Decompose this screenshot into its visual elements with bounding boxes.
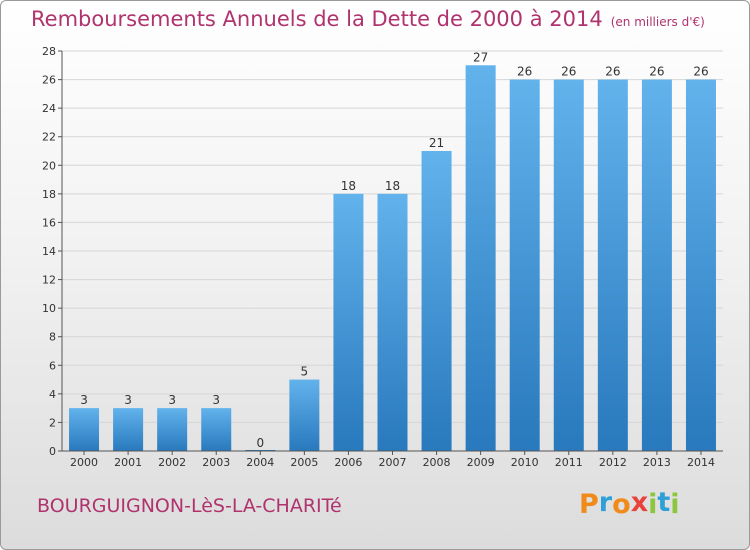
bars: [69, 65, 716, 452]
y-tick-label: 26: [42, 74, 56, 87]
proxiti-logo: Proxiti: [579, 487, 680, 520]
y-tick-label: 10: [42, 302, 56, 315]
data-label: 5: [301, 365, 309, 379]
bar-2000: [69, 408, 100, 451]
y-tick-label: 22: [42, 131, 56, 144]
x-tick-label: 2000: [70, 456, 98, 469]
bar-2007: [377, 193, 408, 451]
logo-letter: x: [630, 487, 649, 518]
y-tick-label: 14: [42, 245, 56, 258]
y-tick-label: 8: [49, 331, 56, 344]
bar-2010: [509, 79, 540, 452]
x-tick-label: 2002: [158, 456, 186, 469]
data-label: 0: [256, 436, 264, 450]
y-tick-label: 20: [42, 159, 56, 172]
x-tick-label: 2007: [379, 456, 407, 469]
x-tick-label: 2004: [246, 456, 274, 469]
y-tick-label: 16: [42, 216, 56, 229]
data-label: 3: [212, 393, 220, 407]
logo-letter: i: [670, 489, 680, 520]
x-tick-label: 2013: [643, 456, 671, 469]
data-label: 18: [341, 179, 356, 193]
y-tick-label: 2: [49, 416, 56, 429]
data-label: 26: [605, 65, 620, 79]
chart-title-text: Remboursements Annuels de la Dette de 20…: [31, 7, 603, 31]
x-tick-label: 2003: [202, 456, 230, 469]
x-tick-label: 2011: [555, 456, 583, 469]
data-label: 3: [168, 393, 176, 407]
logo-letter: i: [648, 489, 658, 520]
y-tick-label: 0: [49, 445, 56, 458]
bar-2012: [597, 79, 628, 452]
chart-title: Remboursements Annuels de la Dette de 20…: [31, 7, 705, 31]
commune-name: BOURGUIGNON-LèS-LA-CHARITé: [37, 495, 342, 517]
x-tick-label: 2009: [467, 456, 495, 469]
x-tick-label: 2008: [423, 456, 451, 469]
data-label: 18: [385, 179, 400, 193]
data-label: 3: [80, 393, 88, 407]
bar-2006: [333, 193, 364, 451]
y-tick-label: 6: [49, 359, 56, 372]
bar-2001: [113, 408, 144, 451]
x-tick-label: 2006: [334, 456, 362, 469]
bar-2013: [641, 79, 672, 452]
bar-2005: [289, 379, 320, 451]
x-tick-label: 2005: [290, 456, 318, 469]
data-label: 3: [124, 393, 132, 407]
y-tick-label: 28: [42, 45, 56, 58]
bar-2008: [421, 151, 452, 451]
bar-2009: [465, 65, 496, 452]
logo-letter: t: [657, 487, 671, 518]
x-tick-label: 2001: [114, 456, 142, 469]
bar-2014: [685, 79, 716, 452]
bar-2011: [553, 79, 584, 452]
data-labels: 3 3 3 3 0 5 18 18 21 27 26 26 26 26 26: [80, 50, 708, 450]
x-tick-label: 2014: [687, 456, 715, 469]
x-tick-label: 2010: [511, 456, 539, 469]
y-tick-label: 12: [42, 274, 56, 287]
data-label: 26: [517, 65, 532, 79]
data-label: 26: [561, 65, 576, 79]
y-tick-label: 18: [42, 188, 56, 201]
bar-2003: [201, 408, 232, 451]
logo-letter: r: [598, 487, 613, 518]
data-label: 26: [649, 65, 664, 79]
y-tick-label: 4: [49, 388, 56, 401]
logo-letter: P: [579, 489, 599, 520]
x-tick-label: 2012: [599, 456, 627, 469]
y-tick-label: 24: [42, 102, 56, 115]
data-label: 27: [473, 50, 488, 64]
chart-unit: (en milliers d'€): [610, 15, 705, 29]
data-label: 21: [429, 136, 444, 150]
data-label: 26: [693, 65, 708, 79]
logo-letter: o: [612, 489, 631, 520]
bar-2002: [157, 408, 188, 451]
